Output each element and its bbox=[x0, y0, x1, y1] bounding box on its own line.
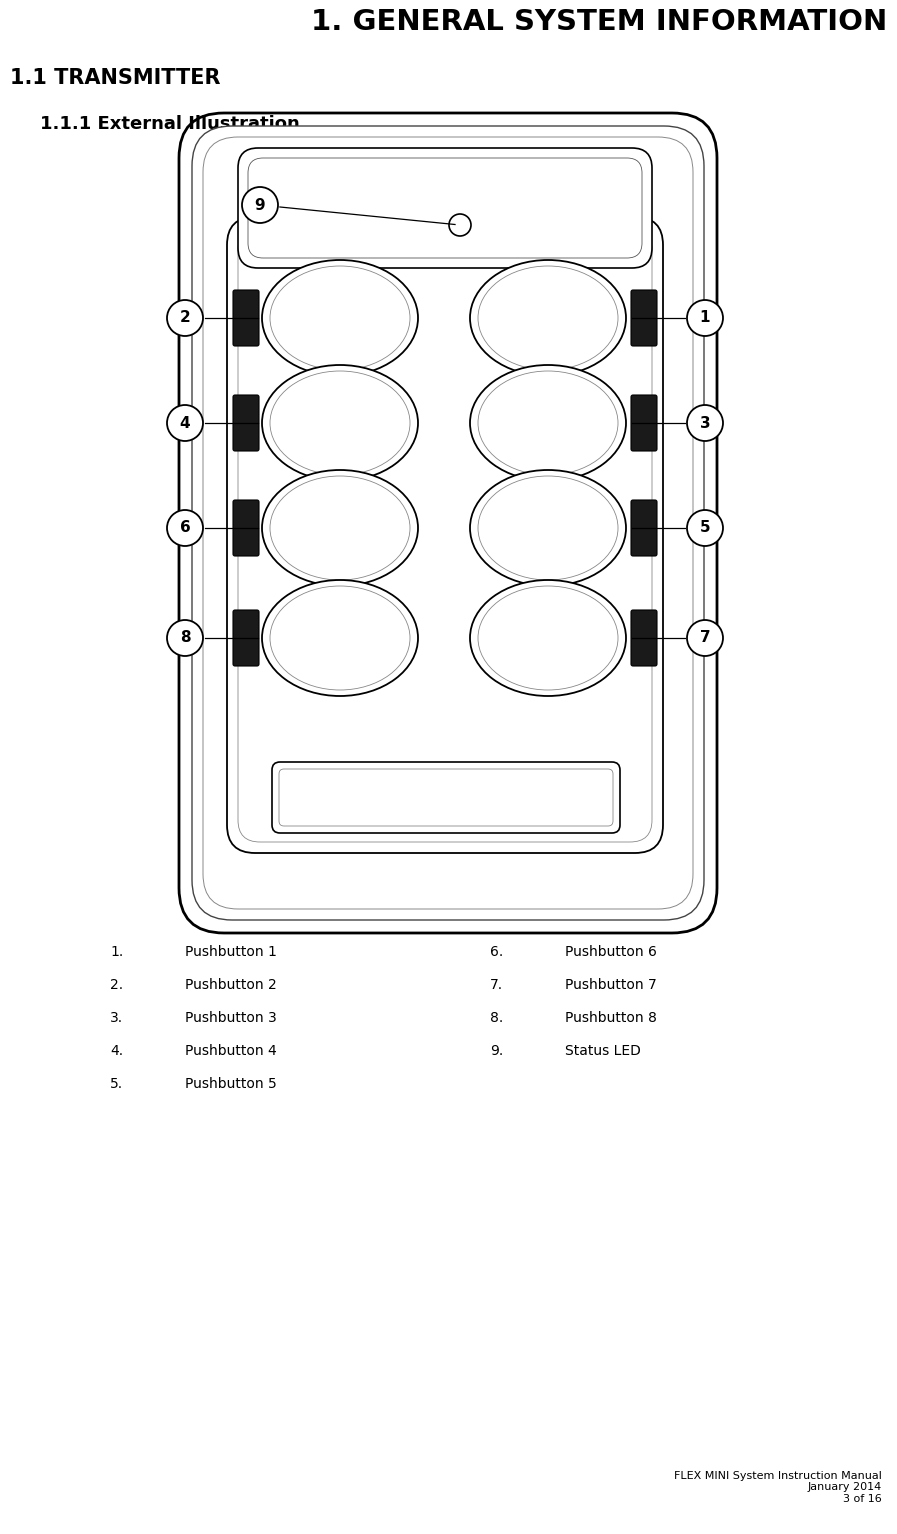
Ellipse shape bbox=[262, 580, 418, 696]
Ellipse shape bbox=[470, 580, 626, 696]
Text: 9.: 9. bbox=[490, 1045, 503, 1058]
Ellipse shape bbox=[262, 469, 418, 586]
Text: 1.1.1 External Illustration: 1.1.1 External Illustration bbox=[40, 115, 300, 133]
Circle shape bbox=[167, 405, 203, 440]
Circle shape bbox=[687, 509, 723, 546]
Ellipse shape bbox=[262, 365, 418, 482]
Text: Pushbutton 7: Pushbutton 7 bbox=[565, 979, 657, 992]
Text: 3.: 3. bbox=[110, 1011, 123, 1025]
Text: 1.: 1. bbox=[110, 945, 123, 959]
Text: 7: 7 bbox=[700, 630, 710, 646]
Text: 2: 2 bbox=[179, 310, 190, 325]
Text: Pushbutton 1: Pushbutton 1 bbox=[185, 945, 277, 959]
Text: Pushbutton 8: Pushbutton 8 bbox=[565, 1011, 657, 1025]
Circle shape bbox=[167, 301, 203, 336]
Circle shape bbox=[687, 620, 723, 657]
FancyBboxPatch shape bbox=[631, 290, 657, 347]
FancyBboxPatch shape bbox=[233, 500, 259, 555]
Text: Pushbutton 6: Pushbutton 6 bbox=[565, 945, 657, 959]
Ellipse shape bbox=[478, 476, 618, 580]
Text: Pushbutton 4: Pushbutton 4 bbox=[185, 1045, 277, 1058]
Ellipse shape bbox=[262, 259, 418, 376]
FancyBboxPatch shape bbox=[631, 611, 657, 666]
Text: 1: 1 bbox=[700, 310, 710, 325]
Ellipse shape bbox=[478, 371, 618, 476]
FancyBboxPatch shape bbox=[238, 147, 652, 268]
FancyBboxPatch shape bbox=[279, 769, 613, 825]
Text: 9: 9 bbox=[255, 198, 266, 213]
Text: 7.: 7. bbox=[490, 979, 503, 992]
Circle shape bbox=[167, 620, 203, 657]
Text: 4.: 4. bbox=[110, 1045, 123, 1058]
Circle shape bbox=[687, 301, 723, 336]
Ellipse shape bbox=[270, 265, 410, 370]
Text: Status LED: Status LED bbox=[565, 1045, 640, 1058]
FancyBboxPatch shape bbox=[203, 137, 693, 910]
Ellipse shape bbox=[470, 469, 626, 586]
Ellipse shape bbox=[478, 265, 618, 370]
Text: 6.: 6. bbox=[490, 945, 503, 959]
Circle shape bbox=[687, 405, 723, 440]
FancyBboxPatch shape bbox=[227, 216, 663, 853]
FancyBboxPatch shape bbox=[233, 611, 259, 666]
Ellipse shape bbox=[470, 365, 626, 482]
FancyBboxPatch shape bbox=[192, 126, 704, 920]
Ellipse shape bbox=[470, 259, 626, 376]
Text: 5: 5 bbox=[700, 520, 710, 535]
Text: FLEX MINI System Instruction Manual
January 2014
3 of 16: FLEX MINI System Instruction Manual Janu… bbox=[675, 1471, 882, 1503]
FancyBboxPatch shape bbox=[631, 394, 657, 451]
Ellipse shape bbox=[478, 586, 618, 690]
Text: 5.: 5. bbox=[110, 1077, 123, 1091]
Text: 6: 6 bbox=[179, 520, 190, 535]
FancyBboxPatch shape bbox=[248, 158, 642, 258]
Ellipse shape bbox=[270, 476, 410, 580]
FancyBboxPatch shape bbox=[238, 229, 652, 842]
Circle shape bbox=[242, 187, 278, 222]
Text: Pushbutton 3: Pushbutton 3 bbox=[185, 1011, 277, 1025]
Ellipse shape bbox=[270, 371, 410, 476]
Ellipse shape bbox=[270, 586, 410, 690]
Text: 1.1 TRANSMITTER: 1.1 TRANSMITTER bbox=[10, 67, 221, 87]
FancyBboxPatch shape bbox=[179, 114, 717, 933]
Text: 4: 4 bbox=[179, 416, 190, 431]
Text: 3: 3 bbox=[700, 416, 710, 431]
FancyBboxPatch shape bbox=[233, 394, 259, 451]
Circle shape bbox=[167, 509, 203, 546]
Circle shape bbox=[449, 215, 471, 236]
Text: Pushbutton 5: Pushbutton 5 bbox=[185, 1077, 277, 1091]
Text: 8.: 8. bbox=[490, 1011, 503, 1025]
FancyBboxPatch shape bbox=[272, 762, 620, 833]
FancyBboxPatch shape bbox=[233, 290, 259, 347]
Text: 1. GENERAL SYSTEM INFORMATION: 1. GENERAL SYSTEM INFORMATION bbox=[310, 8, 887, 35]
Text: 8: 8 bbox=[179, 630, 190, 646]
Text: Pushbutton 2: Pushbutton 2 bbox=[185, 979, 277, 992]
FancyBboxPatch shape bbox=[631, 500, 657, 555]
Text: 2.: 2. bbox=[110, 979, 123, 992]
